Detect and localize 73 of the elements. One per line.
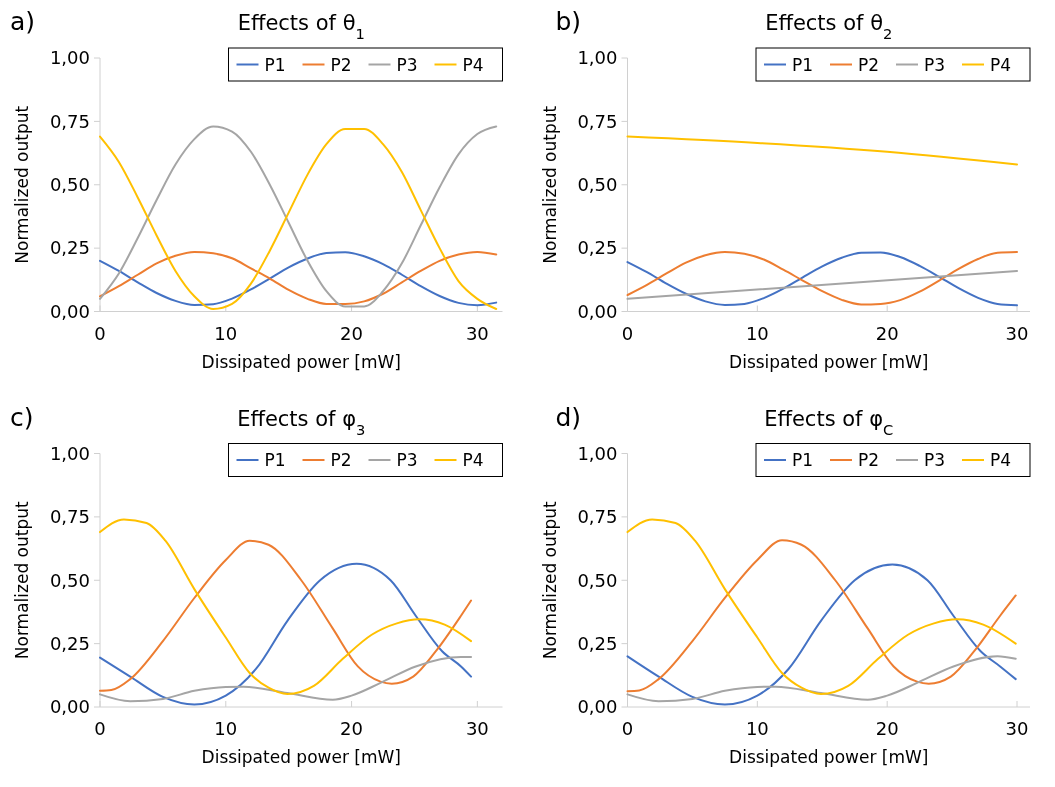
- y-axis-title: Normalized output: [12, 500, 32, 660]
- chart-title: Effects of φ$_{3}$: [237, 406, 366, 437]
- y-tick-label: 0,25: [49, 237, 90, 259]
- y-tick-label: 1,00: [577, 47, 618, 69]
- legend-label: P3: [924, 450, 946, 470]
- y-tick-label: 1,00: [577, 442, 618, 464]
- line-series: [626, 655, 1017, 703]
- line-series: [626, 135, 1019, 166]
- y-tick-label: 1,00: [49, 47, 90, 69]
- y-tick-label: 1,00: [49, 442, 90, 464]
- x-tick-label: 30: [465, 718, 489, 739]
- chart-title: Effects of θ$_{1}$: [237, 11, 365, 42]
- legend-label: P4: [990, 54, 1012, 75]
- legend-label: P2: [858, 450, 880, 470]
- x-tick-label: 0: [621, 322, 634, 344]
- legend-label: P1: [264, 450, 286, 470]
- y-tick-label: 0,00: [49, 696, 90, 718]
- y-tick-label: 0,50: [49, 569, 90, 591]
- legend-label: P2: [330, 54, 352, 75]
- legend-label: P2: [858, 54, 880, 75]
- y-tick-label: 0,75: [577, 506, 618, 528]
- x-axis-title: Dissipated power [mW]: [201, 351, 401, 372]
- legend-label: P1: [792, 54, 814, 75]
- y-tick-label: 0,00: [577, 696, 618, 718]
- y-tick-label: 0,75: [577, 110, 618, 132]
- x-axis-title: Dissipated power [mW]: [729, 747, 929, 767]
- y-tick-label: 0,75: [49, 110, 90, 132]
- chart-title: Effects of θ$_{2}$: [765, 11, 893, 42]
- text: a): [10, 7, 36, 36]
- text: d): [555, 402, 582, 432]
- legend-label: P2: [330, 450, 352, 470]
- line-series: [99, 562, 473, 706]
- legend-label: P3: [396, 54, 418, 75]
- x-tick-label: 10: [214, 322, 238, 344]
- text: b): [555, 7, 582, 36]
- x-tick-label: 30: [1005, 718, 1029, 739]
- x-tick-label: 10: [745, 322, 769, 344]
- legend-label: P3: [924, 54, 946, 75]
- legend-label: P4: [462, 450, 484, 470]
- x-axis-title: Dissipated power [mW]: [729, 351, 929, 372]
- y-axis-title: Normalized output: [12, 105, 32, 264]
- x-tick-label: 10: [745, 718, 769, 739]
- legend-label: P4: [462, 54, 484, 75]
- y-tick-label: 0,25: [49, 632, 90, 654]
- chart-title: Effects of φ$_{C}$: [764, 406, 894, 437]
- line-series: [99, 656, 473, 703]
- x-axis-title: Dissipated power [mW]: [201, 747, 401, 767]
- x-tick-label: 20: [340, 322, 364, 344]
- x-tick-label: 20: [875, 718, 899, 739]
- x-tick-label: 20: [340, 718, 364, 739]
- text: c): [10, 402, 34, 432]
- y-tick-label: 0,50: [577, 174, 618, 196]
- y-tick-label: 0,75: [49, 506, 90, 528]
- legend-label: P3: [396, 450, 418, 470]
- y-tick-label: 0,25: [577, 632, 618, 654]
- x-tick-label: 0: [94, 718, 106, 739]
- legend-label: P1: [264, 54, 286, 75]
- y-tick-label: 0,50: [49, 174, 90, 196]
- x-tick-label: 0: [621, 718, 634, 739]
- y-axis-title: Normalized output: [539, 500, 560, 660]
- x-tick-label: 30: [1005, 322, 1029, 344]
- x-tick-label: 20: [875, 322, 899, 344]
- legend-label: P1: [792, 450, 814, 470]
- x-tick-label: 0: [94, 322, 106, 344]
- x-tick-label: 30: [465, 322, 489, 344]
- legend-label: P4: [990, 450, 1012, 470]
- y-tick-label: 0,25: [577, 237, 618, 259]
- y-tick-label: 0,00: [577, 300, 618, 322]
- y-tick-label: 0,00: [49, 300, 90, 322]
- x-tick-label: 10: [214, 718, 238, 739]
- y-axis-title: Normalized output: [539, 105, 560, 264]
- y-tick-label: 0,50: [577, 569, 618, 591]
- line-series: [626, 563, 1017, 706]
